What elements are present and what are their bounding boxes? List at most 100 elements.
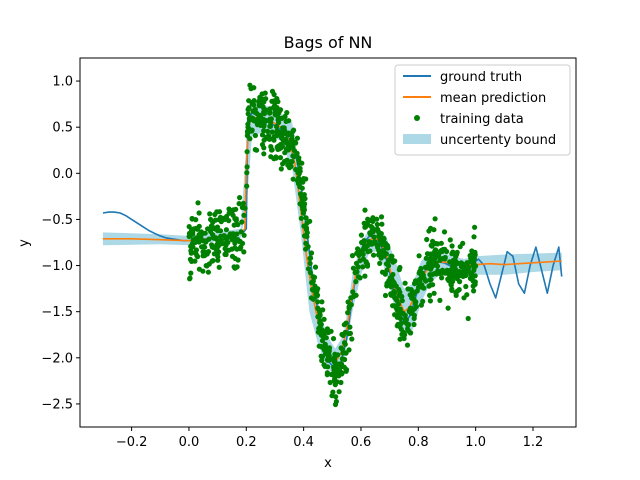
y-tick-label: 0.5: [52, 121, 73, 136]
training-point: [235, 257, 241, 263]
training-point: [314, 288, 320, 294]
training-point: [315, 299, 321, 305]
training-point: [237, 238, 243, 244]
training-point: [471, 267, 477, 273]
training-point: [251, 102, 257, 108]
training-point: [406, 308, 412, 315]
training-point: [454, 251, 460, 257]
training-point: [444, 267, 450, 273]
training-point: [445, 305, 451, 311]
training-point: [349, 336, 355, 342]
training-point: [283, 118, 289, 124]
training-point: [212, 211, 218, 218]
training-point: [237, 195, 243, 201]
x-tick-label: 0.6: [351, 435, 372, 450]
training-point: [366, 239, 372, 245]
training-point: [223, 227, 229, 233]
training-point: [333, 398, 339, 405]
training-point: [437, 297, 443, 303]
legend-uncertainty-bound-label: uncertenty bound: [440, 133, 556, 148]
training-point: [249, 128, 255, 134]
training-point: [402, 316, 408, 322]
training-point: [423, 278, 429, 284]
training-point: [450, 257, 456, 263]
training-point: [230, 231, 236, 237]
training-point: [205, 249, 212, 255]
training-point: [188, 270, 194, 276]
training-point: [409, 288, 415, 294]
training-point: [316, 313, 322, 319]
training-point: [267, 110, 273, 116]
training-point: [285, 144, 291, 150]
training-point: [393, 305, 399, 311]
training-point: [190, 231, 196, 237]
training-point: [388, 253, 394, 259]
training-point: [457, 270, 463, 276]
training-point: [371, 252, 377, 258]
training-point: [328, 371, 335, 378]
training-point: [200, 249, 206, 255]
training-point: [192, 258, 198, 264]
training-point: [202, 230, 208, 236]
training-point: [244, 164, 250, 170]
training-point: [206, 236, 212, 242]
training-point: [324, 370, 330, 376]
training-point: [245, 111, 251, 117]
training-point: [273, 154, 279, 160]
training-point: [267, 106, 273, 112]
training-point: [381, 238, 387, 245]
training-point: [355, 246, 361, 252]
training-point: [354, 250, 360, 256]
training-point: [340, 350, 346, 356]
y-tick-label: −0.5: [41, 213, 73, 228]
training-point: [275, 99, 281, 105]
training-point: [432, 216, 438, 222]
axes-frame: [79, 57, 577, 428]
training-point: [311, 274, 317, 280]
training-point: [232, 240, 238, 246]
training-point: [325, 350, 331, 356]
training-point: [379, 269, 386, 275]
training-point: [319, 299, 325, 305]
training-point: [343, 367, 350, 373]
training-point: [341, 322, 347, 328]
training-point: [273, 123, 280, 130]
training-point: [213, 246, 219, 252]
training-point: [393, 283, 399, 289]
training-point: [209, 242, 215, 248]
training-point: [191, 226, 197, 232]
training-point: [388, 292, 394, 298]
training-point: [282, 114, 288, 120]
training-point: [454, 276, 460, 282]
training-point: [395, 301, 402, 307]
training-point: [367, 248, 373, 254]
training-point: [289, 159, 295, 165]
training-point: [390, 271, 396, 278]
training-point: [195, 200, 201, 206]
training-point: [376, 247, 382, 253]
training-point: [378, 234, 384, 240]
training-point: [432, 254, 438, 260]
training-point: [439, 267, 446, 273]
training-point: [307, 260, 313, 266]
x-tick-label: 1.2: [523, 435, 544, 450]
training-point: [187, 256, 193, 262]
training-point: [412, 300, 418, 306]
x-tick-label: 0.8: [408, 435, 429, 450]
training-point: [310, 296, 316, 302]
training-point: [216, 209, 223, 215]
training-point: [345, 310, 351, 316]
training-point: [340, 332, 346, 338]
training-point: [258, 103, 265, 109]
training-point: [269, 88, 276, 94]
training-point: [246, 105, 252, 111]
training-point: [226, 218, 232, 224]
training-point: [234, 246, 240, 252]
training-point: [362, 273, 368, 279]
training-point: [196, 210, 202, 216]
training-point: [257, 112, 263, 118]
training-point: [291, 127, 297, 133]
training-point: [254, 147, 260, 153]
training-data-layer: [186, 82, 479, 408]
training-point: [438, 247, 445, 253]
